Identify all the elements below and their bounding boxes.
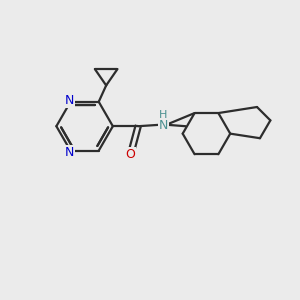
Text: O: O [126, 148, 136, 161]
Text: N: N [64, 94, 74, 107]
Text: H: H [159, 110, 168, 120]
Text: N: N [159, 119, 168, 132]
Text: N: N [64, 146, 74, 159]
